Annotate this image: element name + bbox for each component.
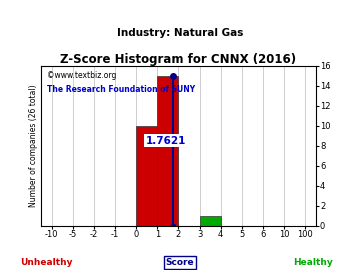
Text: Industry: Natural Gas: Industry: Natural Gas bbox=[117, 28, 243, 38]
Bar bbox=[157, 76, 179, 226]
Bar bbox=[136, 126, 157, 226]
Text: 1.7621: 1.7621 bbox=[146, 136, 186, 146]
Bar bbox=[199, 216, 221, 226]
Text: Score: Score bbox=[166, 258, 194, 267]
Text: ©www.textbiz.org: ©www.textbiz.org bbox=[47, 70, 116, 80]
Text: Unhealthy: Unhealthy bbox=[21, 258, 73, 267]
Text: Healthy: Healthy bbox=[293, 258, 333, 267]
Title: Z-Score Histogram for CNNX (2016): Z-Score Histogram for CNNX (2016) bbox=[60, 53, 297, 66]
Text: The Research Foundation of SUNY: The Research Foundation of SUNY bbox=[47, 85, 195, 94]
Y-axis label: Number of companies (26 total): Number of companies (26 total) bbox=[30, 85, 39, 207]
